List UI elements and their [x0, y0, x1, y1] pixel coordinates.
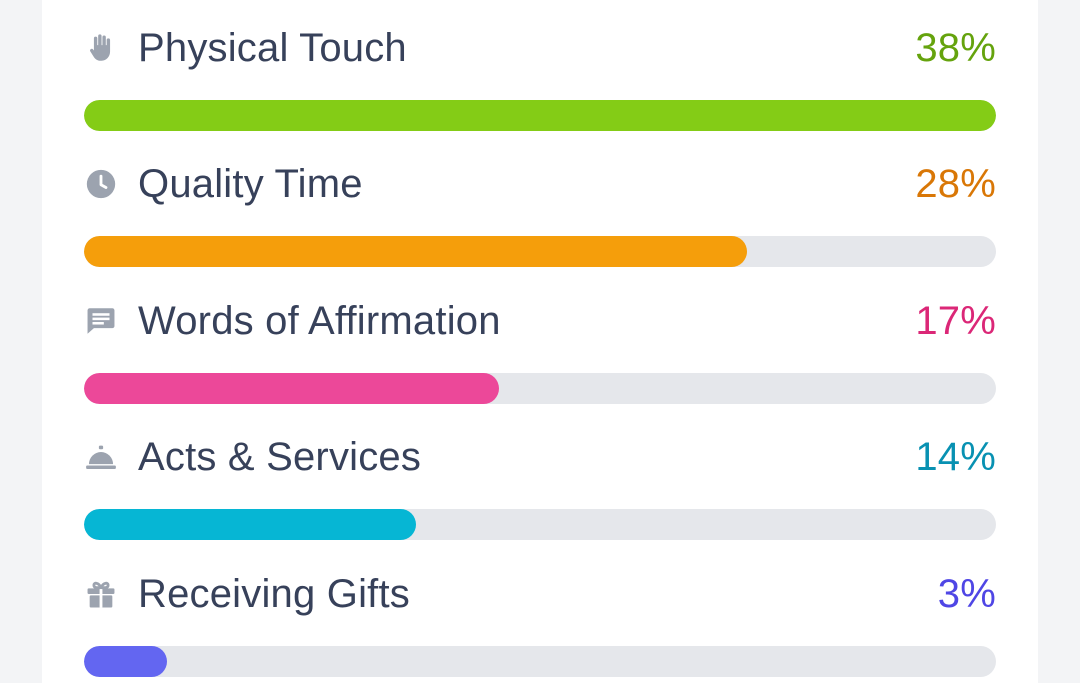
- language-percent: 38%: [915, 26, 996, 70]
- language-label: Words of Affirmation: [138, 299, 501, 343]
- language-row-quality-time: Quality Time 28%: [84, 156, 996, 267]
- progress-fill: [84, 646, 167, 677]
- clock-icon: [84, 167, 118, 201]
- progress-track: [84, 100, 996, 131]
- language-percent: 14%: [915, 435, 996, 479]
- progress-track: [84, 509, 996, 540]
- language-percent: 17%: [915, 299, 996, 343]
- progress-track: [84, 646, 996, 677]
- hand-icon: [84, 31, 118, 65]
- language-label: Acts & Services: [138, 435, 422, 479]
- language-label: Physical Touch: [138, 26, 407, 70]
- language-percent: 28%: [915, 162, 996, 206]
- language-row-physical-touch: Physical Touch 38%: [84, 20, 996, 131]
- language-row-words-of-affirmation: Words of Affirmation 17%: [84, 293, 996, 404]
- language-percent: 3%: [937, 572, 996, 616]
- progress-fill: [84, 509, 416, 540]
- progress-track: [84, 236, 996, 267]
- language-label: Quality Time: [138, 162, 363, 206]
- language-row-acts-services: Acts & Services 14%: [84, 429, 996, 540]
- bell-icon: [84, 440, 118, 474]
- gift-icon: [84, 577, 118, 611]
- love-languages-card: Physical Touch 38% Quality Time 28%: [42, 0, 1038, 683]
- chat-icon: [84, 304, 118, 338]
- language-row-receiving-gifts: Receiving Gifts 3%: [84, 566, 996, 677]
- progress-fill: [84, 100, 996, 131]
- language-label: Receiving Gifts: [138, 572, 410, 616]
- progress-track: [84, 373, 996, 404]
- progress-fill: [84, 373, 499, 404]
- progress-fill: [84, 236, 748, 267]
